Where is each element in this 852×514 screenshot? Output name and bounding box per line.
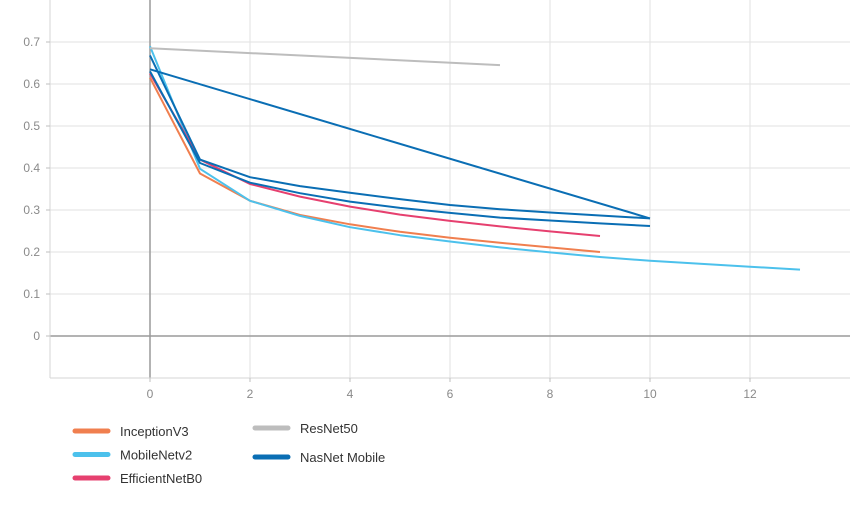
series-line-resnet50 — [149, 47, 501, 67]
legend-label: NasNet Mobile — [300, 450, 385, 465]
legend-label: MobileNetv2 — [120, 448, 192, 463]
series-line-series-5 — [149, 54, 651, 220]
legend-item-nasnet-mobile[interactable]: NasNet Mobile — [252, 450, 385, 465]
x-tick-label: 12 — [743, 387, 757, 401]
y-tick-label: 0.3 — [23, 203, 40, 217]
legend-label: EfficientNetB0 — [120, 471, 202, 486]
x-tick-label: 2 — [247, 387, 254, 401]
legend-label: InceptionV3 — [120, 424, 189, 439]
legend: InceptionV3 MobileNetv2 EfficientNetB0 ResN… — [72, 421, 385, 486]
series-line-nasnet-mobile — [149, 68, 651, 220]
series-line-series-6 — [149, 70, 651, 227]
legend-item-efficientnetb0[interactable]: EfficientNetB0 — [72, 471, 202, 486]
x-tick-label: 8 — [547, 387, 554, 401]
legend-item-inceptionv3[interactable]: InceptionV3 — [72, 424, 189, 439]
legend-item-mobilenetv2[interactable]: MobileNetv2 — [72, 448, 192, 463]
y-tick-label: 0.1 — [23, 287, 40, 301]
series-line-mobilenetv2 — [149, 45, 801, 271]
y-tick-label: 0.2 — [23, 245, 40, 259]
y-tick-label: 0.5 — [23, 119, 40, 133]
legend-item-resnet50[interactable]: ResNet50 — [252, 421, 358, 436]
x-tick-label: 6 — [447, 387, 454, 401]
y-tick-label: 0.7 — [23, 35, 40, 49]
legend-label: ResNet50 — [300, 421, 358, 436]
series-lines — [149, 45, 801, 271]
x-tick-label: 4 — [347, 387, 354, 401]
y-tick-label: 0.6 — [23, 77, 40, 91]
series-line-inceptionv3 — [149, 77, 601, 253]
x-tick-label: 10 — [643, 387, 657, 401]
grid — [50, 0, 850, 378]
y-tick-label: 0.4 — [23, 161, 40, 175]
axes: 0 0.1 0.2 0.3 0.4 0.5 0.6 0.7 0 2 4 6 8 10 12 — [23, 0, 850, 401]
x-tick-label: 0 — [147, 387, 154, 401]
y-tick-label: 0 — [33, 329, 40, 343]
